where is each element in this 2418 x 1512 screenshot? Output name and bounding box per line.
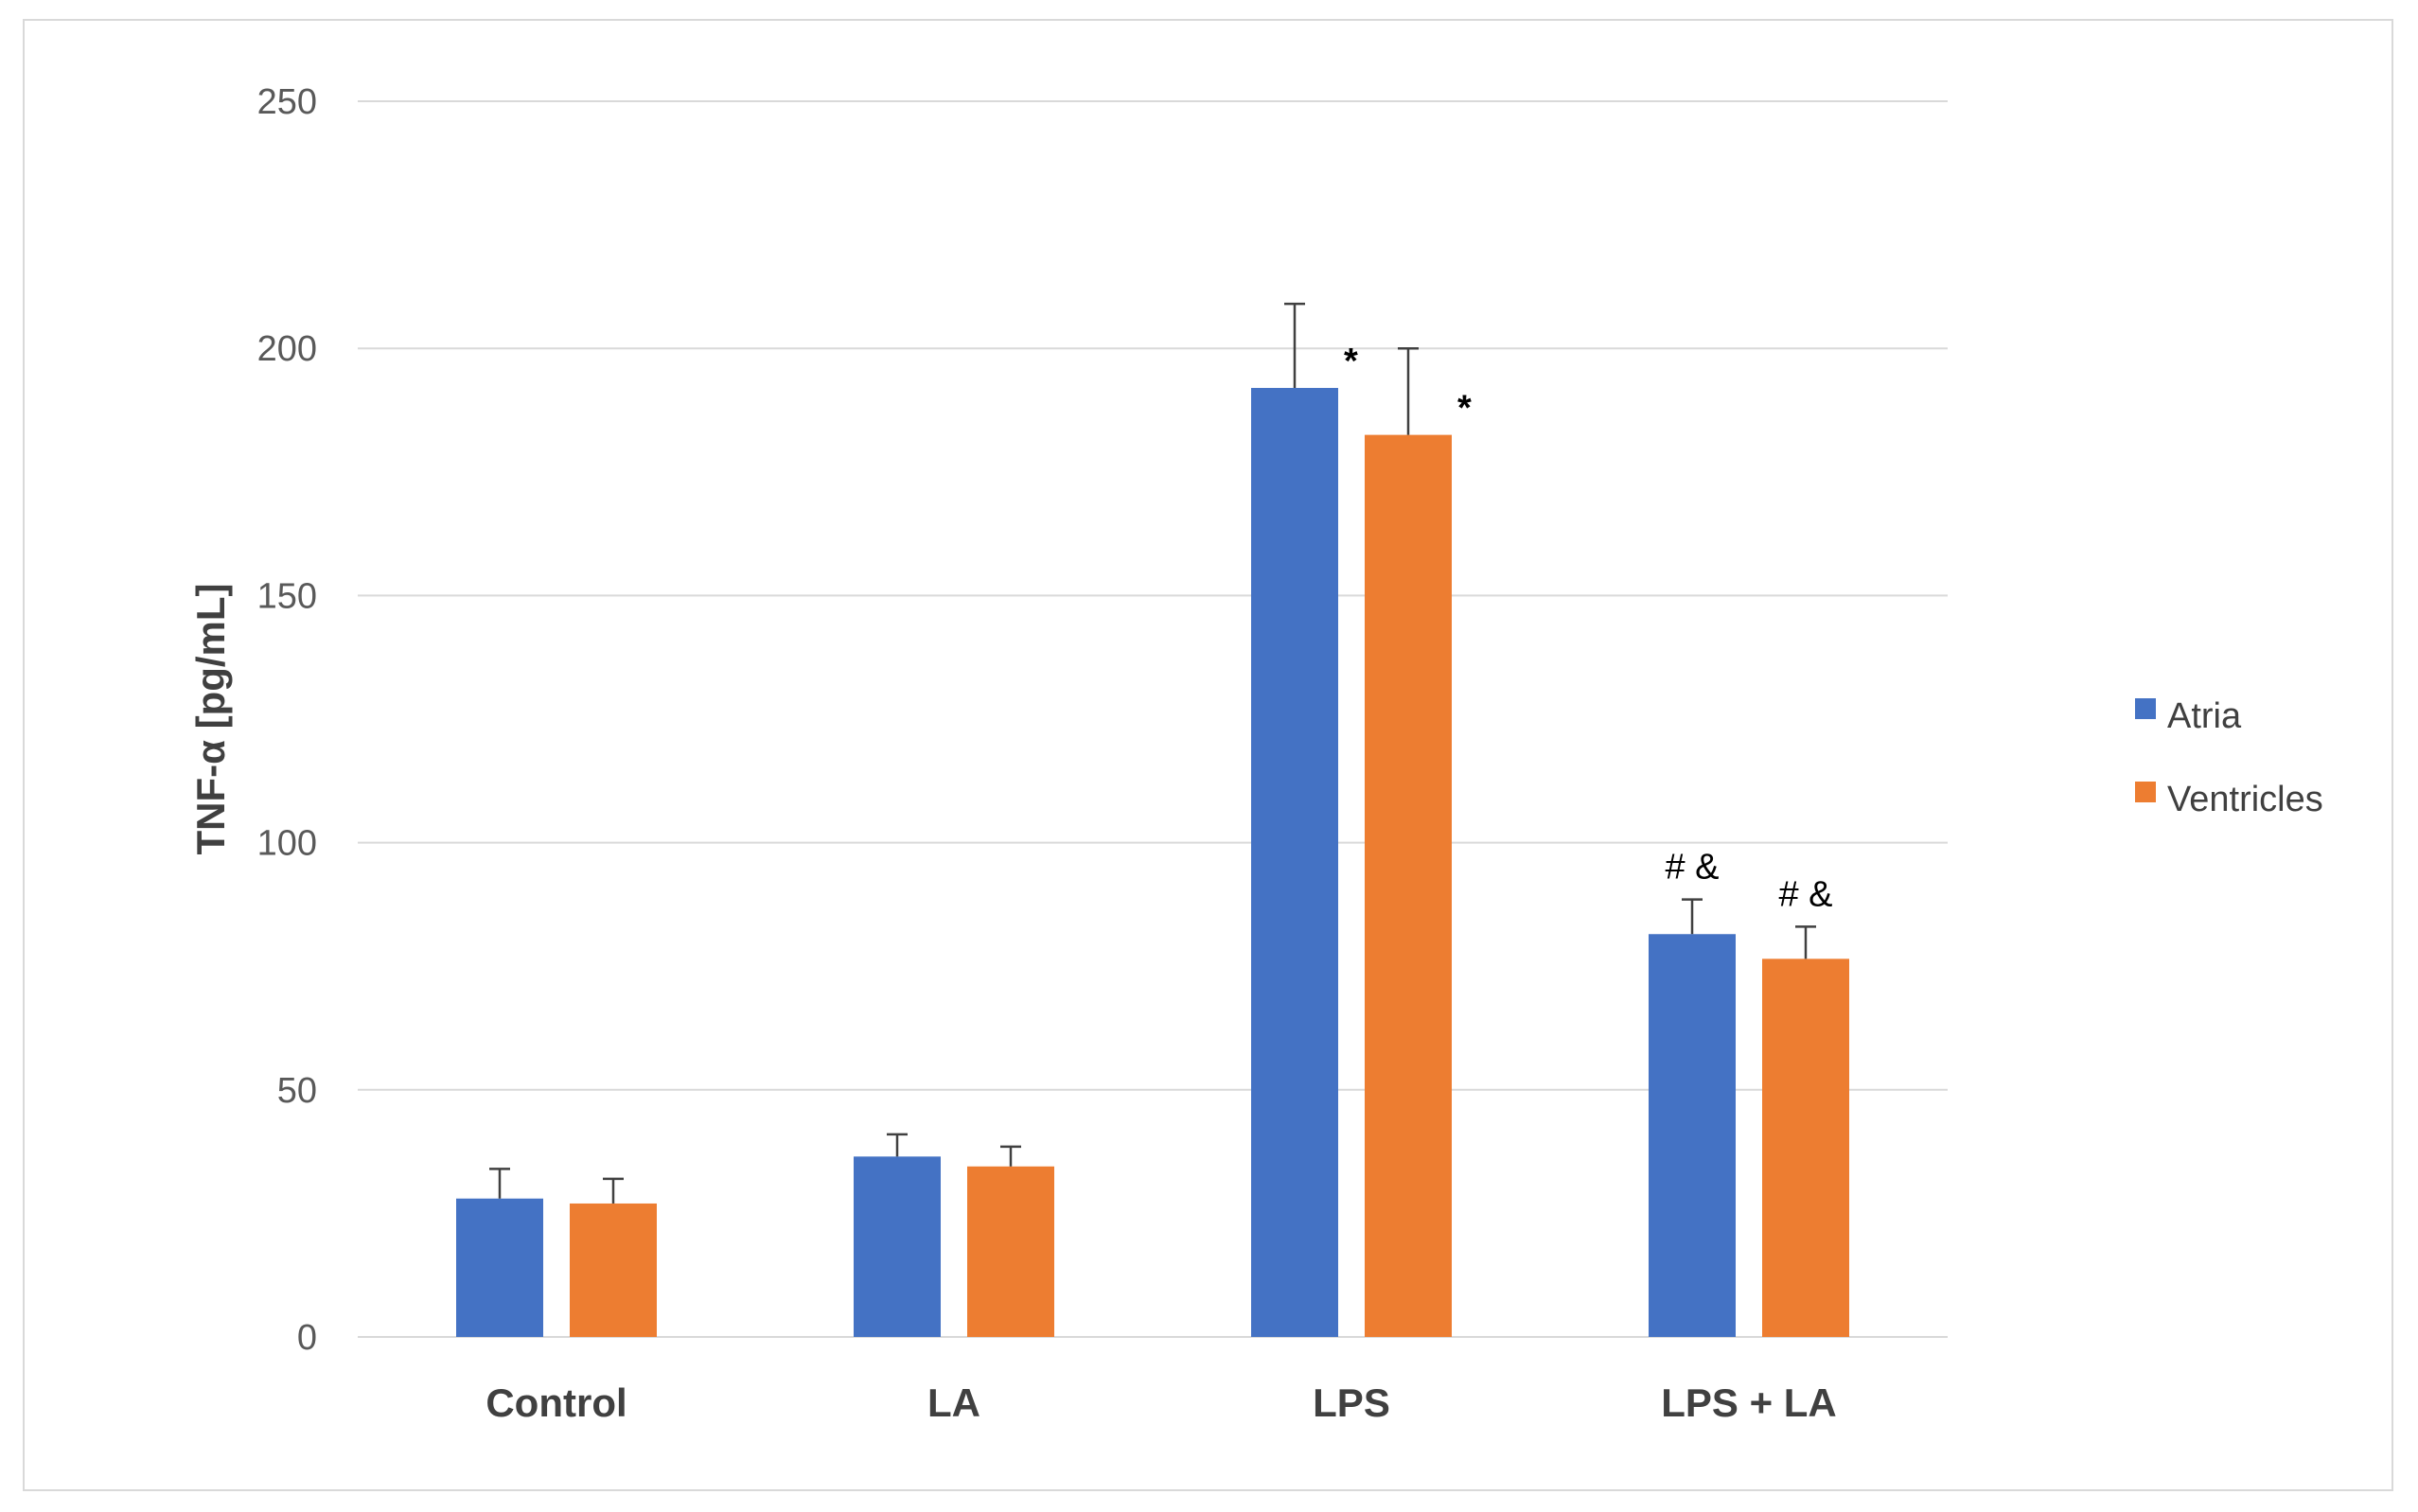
x-category-label: LPS: [1313, 1380, 1390, 1425]
legend-swatch-ventricles: [2135, 782, 2156, 802]
y-tick-label: 200: [257, 329, 317, 369]
bar-ventricles-la: [967, 1166, 1054, 1337]
x-category-label: LPS + LA: [1661, 1380, 1837, 1425]
legend-swatch-atria: [2135, 698, 2156, 719]
x-category-label: Control: [485, 1380, 627, 1425]
bar-atria-control: [456, 1198, 543, 1337]
y-tick-label: 250: [257, 82, 317, 122]
bar-atria-lps: [1251, 387, 1338, 1337]
bar-atria-lps-la: [1649, 934, 1736, 1337]
legend-label-ventricles: Ventricles: [2167, 780, 2323, 819]
bar-ventricles-lps-la: [1762, 958, 1849, 1337]
bar-ventricles-lps: [1365, 434, 1452, 1337]
significance-annotation: # &: [1778, 874, 1832, 914]
y-tick-label: 0: [297, 1318, 317, 1358]
y-tick-label: 150: [257, 576, 317, 616]
bar-ventricles-control: [570, 1203, 657, 1337]
significance-annotation: # &: [1665, 848, 1719, 888]
significance-annotation: *: [1457, 389, 1472, 429]
bar-atria-la: [854, 1156, 941, 1337]
y-axis-label: TNF-α [pg/mL]: [188, 583, 233, 854]
x-category-label: LA: [927, 1380, 980, 1425]
chart-frame: [23, 19, 2393, 1491]
y-tick-label: 50: [277, 1071, 317, 1111]
legend-label-atria: Atria: [2167, 696, 2242, 736]
significance-annotation: *: [1344, 342, 1358, 381]
y-tick-label: 100: [257, 824, 317, 864]
